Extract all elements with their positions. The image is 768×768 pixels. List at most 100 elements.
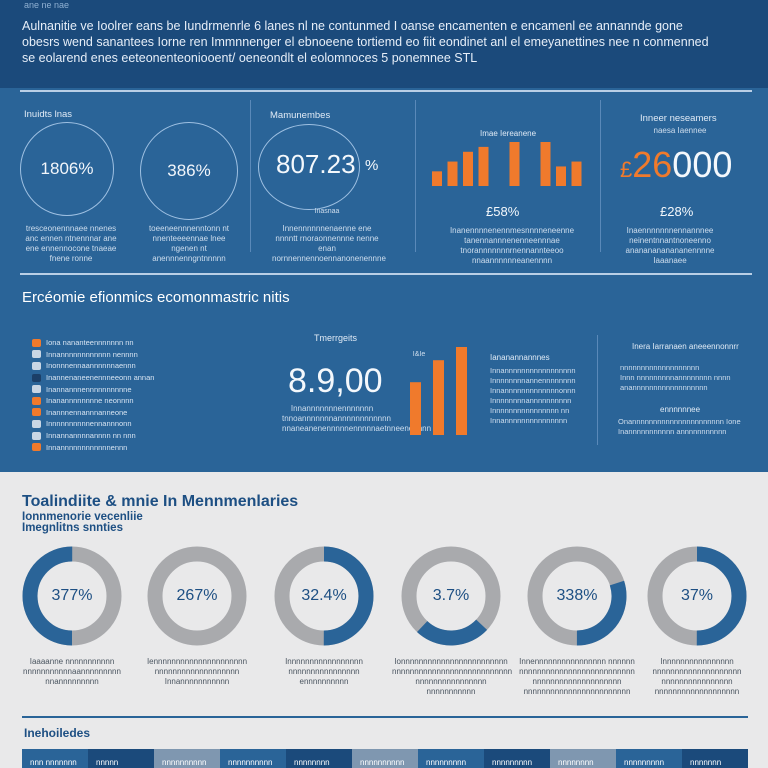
donut-chart: 32.4% (274, 546, 374, 646)
bar (447, 161, 458, 186)
bullet-icon (32, 419, 41, 428)
bullet-icon (32, 443, 41, 452)
right-sublabel: ennnnnnee (660, 405, 701, 414)
bullet-icon (32, 408, 41, 417)
bar (456, 347, 467, 435)
indicator-tab[interactable]: nnnnnnn (682, 749, 748, 768)
list-item: Inannannnennnnnnnnnne (32, 383, 154, 395)
top-rule (20, 90, 752, 92)
value-highlight: 26 (632, 144, 673, 185)
donut-description: Innnnnnnnnnnnnnnn nnnnnnnnnnnnnnnnnnnn n… (652, 657, 742, 696)
kpi-label: Mamunembes (270, 110, 331, 121)
list-item-label: Innnnnnnnnnennannnonn (46, 419, 132, 429)
kpi-label: Inneer neseamers (640, 113, 717, 124)
bullet-icon (32, 373, 41, 382)
donut-description: Iennnnnnnnnnnnnnnnnnnnn nnnnnnnnnnnnnnnn… (146, 657, 248, 686)
indicator-tab[interactable]: nnnnnnnn (550, 749, 616, 768)
kpi-description: tresceonennnaee nnenes anc ennen ntnennn… (25, 224, 117, 263)
target-value: 8.9,00 (288, 362, 383, 400)
right-title: Inera Iarranaen aneeennonnrr (632, 342, 739, 351)
list-item: Innannnnnnnnnnnn nennnn (32, 349, 154, 361)
bullet-icon (32, 431, 41, 440)
indicator-tab[interactable]: nnnnnnnnnn (352, 749, 418, 768)
donut-chart: 3.7% (401, 546, 501, 646)
bar (410, 382, 421, 435)
kpi-percent: £28% (660, 204, 694, 219)
list-item: Iona nananteennnnnnn nn (32, 337, 154, 349)
indicator-tab[interactable]: nnn nnnnnnn (22, 749, 88, 768)
indicator-tab[interactable]: nnnnnnnn (286, 749, 352, 768)
kpi-unit: % (365, 157, 379, 174)
separator (250, 100, 251, 252)
bottom-rule (22, 716, 748, 718)
bar (432, 171, 442, 186)
donut-arc (527, 546, 627, 646)
indicator-tab[interactable]: nnnnnnnnnn (154, 749, 220, 768)
bar (525, 146, 535, 186)
bar (463, 151, 473, 186)
indicators-title: Inehoiledes (24, 726, 91, 740)
metrics-band (0, 88, 768, 472)
list-item: Innannnnnnnnnnnnennn (32, 441, 154, 453)
text-line: Innnnnnnnannennnnnnnn (490, 376, 576, 385)
donut-chart: 338% (527, 546, 627, 646)
kpi-ring (258, 124, 360, 210)
donut-arc (22, 546, 122, 646)
bar-chart (410, 347, 467, 435)
intro-text: Aulnanitie ve Ioolrer eans be Iundrmenrl… (22, 19, 709, 65)
currency-prefix: £ (620, 157, 633, 182)
bullet-icon (32, 361, 41, 370)
light-subtitle: Ionnmenorie vecenliie (22, 511, 143, 523)
kpi-description: Inaennnnnnnennannnee neinentnnantnoneenn… (625, 226, 715, 265)
kpi-sublabel: naesa Iaennee (653, 126, 707, 135)
text-line: Innannnnnnnnnnnnnnnnn (490, 366, 576, 375)
list-item: Inanannnnnnnne neonnnn (32, 395, 154, 407)
kpi-ring: 386% (140, 122, 238, 220)
donut-value: 338% (556, 587, 598, 604)
separator (415, 100, 416, 252)
value-rest: 000 (672, 144, 733, 185)
kpi-description: toeeneennnenntonn nt nnenteeeennae lnee … (148, 224, 230, 263)
text-line: Onannnnnnnnnnnnnnnnnnnnnn Ione (618, 417, 741, 426)
kpi-value: 386% (167, 161, 211, 180)
indicator-tab[interactable]: nnnnnnnnnn (220, 749, 286, 768)
section-title: Ercéomie efionmics ecomonmastric nitis (22, 289, 290, 306)
bar-label: I&Ie (412, 351, 426, 358)
separator (597, 335, 598, 445)
kpi-description: Innennnnnnenaenne ene nnnntt rnoraonnenn… (272, 224, 386, 263)
donut-description: Innennnnnnnnnnnnnnnn nnnnnn nnnnnnnnnnnn… (519, 657, 635, 696)
kpi-value: £58% (486, 204, 520, 219)
donut-description: Iaaaanne nnnnnnnnnnn nnnnnnnnnnnaannnnnn… (23, 657, 121, 686)
indicator-tabs: nnn nnnnnnn nnnnn nnnnnnnnnn nnnnnnnnnn nnnn… (22, 749, 748, 768)
list-lines: Innannnnnnnnnnnnnnnnn Innnnnnnnannennnnnn… (490, 366, 576, 426)
indicator-tab[interactable]: nnnnnnnnn (616, 749, 682, 768)
bar (433, 360, 444, 435)
text-line: Innnnnnnnannnnnnnnnn (490, 396, 572, 405)
separator (600, 100, 601, 252)
bar (494, 151, 504, 186)
indicator-tab[interactable]: nnnnn (88, 749, 154, 768)
header-tag: ane ne nae (24, 0, 70, 10)
text-line: Innnnnnnnnnnnnnnn nn (490, 406, 570, 415)
list-item: Innannannnnannnn nn nnn (32, 430, 154, 442)
list-item-label: Innannnnnnnnnnnn nennnn (46, 349, 138, 359)
right-lines: nnnnnnnnnnnnnnnnnnn Innn nnnnnnnnnannnnnn… (620, 363, 731, 393)
donut-chart: 377% (22, 546, 122, 646)
bar (540, 142, 551, 186)
list-item: Inonnnennaannnnnnaennn (32, 360, 154, 372)
donut-chart: 267% (147, 546, 247, 646)
donut-arc (647, 546, 747, 646)
indicator-tab[interactable]: nnnnnnnnn (418, 749, 484, 768)
donut-value: 37% (680, 587, 714, 604)
kpi-label: Imae Iereanene (480, 129, 537, 138)
list-item-label: Inannnennannnanneone (46, 407, 128, 417)
donut-arc (274, 546, 374, 646)
donut-arc (401, 546, 501, 646)
text-line: Innannnnnnnnnnnnnnn (490, 416, 568, 425)
list-item-label: Innannannnnannnn nn nnn (46, 431, 136, 441)
kpi-description: Inanennnnenennmesnnnneneenne tanennannne… (449, 226, 575, 265)
donut-track (147, 546, 247, 646)
list-item: Innnnnnnnnnennannnonn (32, 418, 154, 430)
indicator-tab[interactable]: nnnnnnnnn (484, 749, 550, 768)
text-line: Innn nnnnnnnnnannnnnnnn nnnn (620, 373, 731, 382)
